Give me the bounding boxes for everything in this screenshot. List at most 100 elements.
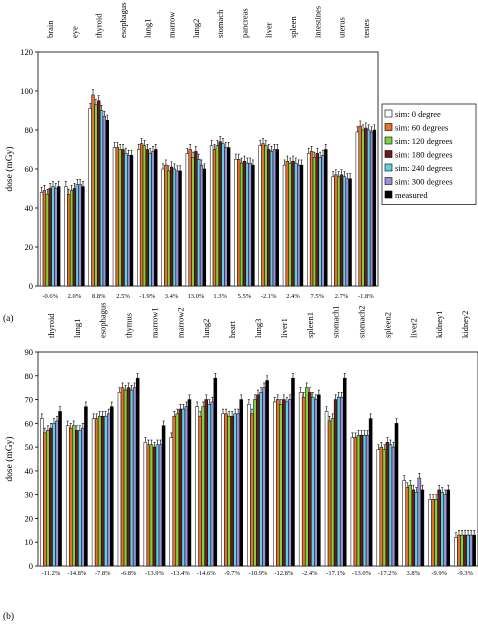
difference-label: 7.5% <box>311 293 325 300</box>
difference-label: 2.4% <box>286 293 300 300</box>
difference-label: -1.8% <box>358 293 374 300</box>
bar <box>248 162 252 287</box>
bar <box>43 432 47 567</box>
bar <box>57 186 61 287</box>
y-tick-label: 0 <box>29 281 33 291</box>
bar <box>309 151 314 287</box>
difference-label: 3.8% <box>407 570 421 577</box>
legend-entry: sim: 300 degrees <box>395 177 453 187</box>
bar <box>148 153 152 287</box>
panel-label: (a) <box>3 313 14 324</box>
bar <box>466 534 470 567</box>
category-label: lung3 <box>253 319 263 338</box>
bar <box>191 157 195 287</box>
bar <box>307 153 311 287</box>
bar <box>314 399 318 567</box>
bar <box>233 413 237 567</box>
bar <box>55 420 59 567</box>
bar <box>256 394 260 567</box>
bar <box>253 399 257 567</box>
bar <box>97 100 101 287</box>
bar <box>469 534 473 567</box>
bar <box>151 151 155 287</box>
category-label: marrow2 <box>175 307 185 338</box>
bar <box>307 392 312 567</box>
difference-label: -2.1% <box>261 293 277 300</box>
bar <box>39 192 44 287</box>
bar <box>213 377 218 567</box>
category-label: lung2 <box>191 19 201 38</box>
bar <box>139 143 144 287</box>
bar <box>298 392 303 567</box>
bar <box>327 420 332 567</box>
bar <box>339 396 344 567</box>
bar <box>355 131 359 287</box>
legend-swatch <box>384 109 393 118</box>
bar <box>324 149 328 287</box>
difference-label: 5.5% <box>238 293 252 300</box>
bar <box>267 149 271 287</box>
bar <box>428 499 432 567</box>
category-label: kidney1 <box>434 311 444 338</box>
category-label: liver1 <box>279 318 289 338</box>
bar <box>342 176 347 287</box>
bar <box>137 149 141 287</box>
bar <box>437 489 441 567</box>
y-tick-label: 60 <box>25 164 34 174</box>
bar <box>391 446 396 567</box>
category-label: marrow <box>167 11 177 38</box>
bar <box>285 160 289 287</box>
bar <box>103 415 108 567</box>
bar <box>69 190 74 287</box>
bar <box>149 444 154 567</box>
bar <box>376 449 381 567</box>
bar <box>273 401 277 567</box>
bar <box>199 164 204 287</box>
difference-label: -7.8% <box>95 570 111 577</box>
bar <box>408 484 413 567</box>
bar <box>234 159 238 287</box>
bar <box>54 188 58 287</box>
bar <box>463 534 467 567</box>
bar <box>237 159 241 287</box>
bar <box>394 423 399 567</box>
bar <box>161 425 166 567</box>
bar <box>348 178 352 287</box>
category-label: testes <box>361 19 371 38</box>
bar <box>276 399 280 567</box>
bar <box>75 184 79 287</box>
bar <box>356 434 361 567</box>
bar <box>218 141 222 287</box>
bar <box>291 160 295 287</box>
bar <box>135 377 140 567</box>
bar <box>359 434 364 567</box>
difference-label: -11.2% <box>42 570 61 577</box>
bar <box>118 149 122 287</box>
bar <box>288 399 292 567</box>
difference-label: -12.8% <box>274 570 294 577</box>
bar <box>304 387 309 567</box>
category-label: kidney2 <box>460 311 470 338</box>
bar <box>45 194 49 287</box>
bar <box>152 446 157 567</box>
category-label: liver2 <box>408 318 418 338</box>
bar <box>201 406 205 567</box>
difference-label: -17.1% <box>326 570 346 577</box>
bar <box>72 425 76 567</box>
legend-swatch <box>384 177 393 185</box>
bar <box>132 387 137 567</box>
bar <box>333 399 338 567</box>
bar <box>364 127 368 287</box>
y-tick-label: 50 <box>25 442 34 452</box>
bar <box>227 415 231 567</box>
panel-label: (b) <box>3 611 14 622</box>
bar <box>172 415 177 567</box>
bar <box>88 108 92 287</box>
bar <box>198 415 202 567</box>
difference-label: 13.0% <box>187 293 204 300</box>
bar <box>288 162 292 287</box>
category-label: thyroid <box>94 13 104 38</box>
difference-label: -14.6% <box>197 570 217 577</box>
y-tick-label: 80 <box>25 371 34 381</box>
